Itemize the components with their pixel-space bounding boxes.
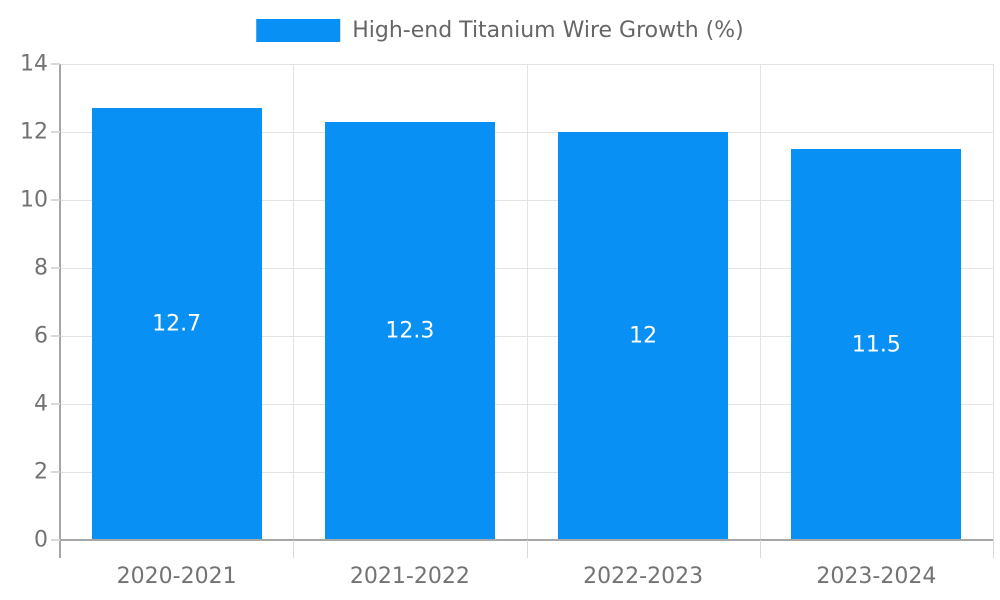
y-axis-tick	[51, 335, 60, 337]
bar-value-label: 12.7	[152, 311, 202, 337]
v-gridline	[526, 64, 528, 540]
y-tick-label: 8	[34, 255, 48, 281]
bar-value-label: 12	[629, 323, 658, 349]
y-tick-label: 14	[20, 51, 48, 77]
v-gridline	[293, 64, 295, 540]
y-tick-label: 12	[20, 119, 48, 145]
y-tick-label: 2	[34, 459, 48, 485]
y-tick-label: 4	[34, 391, 48, 417]
y-axis-tick	[51, 199, 60, 201]
y-axis-tick	[51, 267, 60, 269]
bar-value-label: 11.5	[851, 332, 901, 357]
bar-2021-2022[interactable]	[324, 121, 495, 540]
v-gridline	[993, 64, 994, 540]
x-tick-label: 2021-2022	[349, 564, 470, 589]
x-tick-label: 2022-2023	[583, 564, 704, 589]
x-tick-label: 2023-2024	[816, 564, 937, 589]
x-axis-tick	[526, 540, 528, 558]
plot-area: 12.7 12.3 12 11.5	[60, 64, 994, 540]
bar-2023-2024[interactable]	[791, 149, 962, 540]
y-axis-tick	[51, 63, 60, 65]
y-tick-label: 0	[34, 527, 48, 553]
legend-swatch-icon	[256, 19, 341, 42]
x-axis-tick	[293, 540, 295, 558]
v-gridline	[759, 64, 761, 540]
legend-item[interactable]: High-end Titanium Wire Growth (%)	[256, 18, 744, 43]
y-axis-tick	[51, 403, 60, 405]
y-tick-label: 6	[34, 323, 48, 349]
bar-2020-2021[interactable]	[91, 108, 262, 540]
y-axis-tick	[51, 471, 60, 473]
y-axis-tick	[51, 131, 60, 133]
y-tick-label: 10	[20, 187, 48, 213]
x-axis-tick	[993, 540, 994, 558]
x-tick-label: 2020-2021	[116, 564, 237, 589]
bar-value-label: 12.3	[385, 318, 435, 344]
x-axis-tick	[759, 540, 761, 558]
legend-label: High-end Titanium Wire Growth (%)	[352, 18, 744, 43]
y-axis-tick	[51, 539, 60, 541]
y-axis-line	[59, 64, 61, 558]
bar-2022-2023[interactable]	[558, 132, 729, 540]
